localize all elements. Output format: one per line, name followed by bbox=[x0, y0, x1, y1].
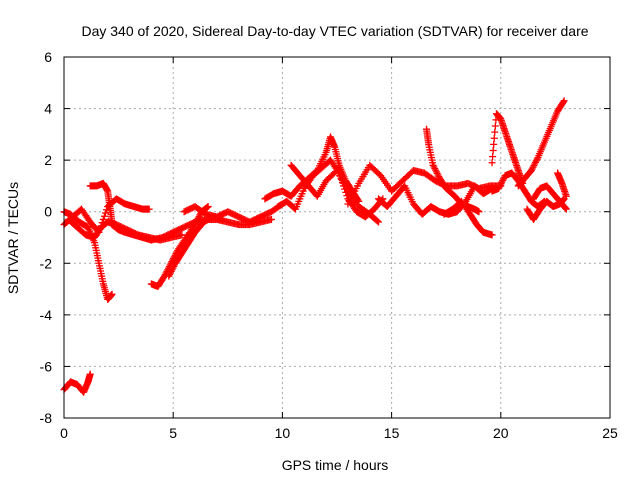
y-axis-label: SDTVAR / TECUs bbox=[5, 182, 21, 294]
data-point bbox=[491, 122, 499, 130]
data-point bbox=[145, 205, 153, 213]
data-point bbox=[194, 214, 202, 222]
data-point bbox=[531, 158, 539, 166]
y-tick-label: -8 bbox=[40, 410, 53, 426]
series-arc-7 bbox=[147, 203, 212, 290]
data-point bbox=[496, 181, 504, 189]
series-arc-15 bbox=[423, 125, 483, 216]
data-point bbox=[166, 269, 174, 277]
data-point bbox=[195, 213, 203, 221]
data-point bbox=[86, 370, 94, 378]
chart-title: Day 340 of 2020, Sidereal Day-to-day VTE… bbox=[81, 23, 588, 39]
data-point bbox=[562, 205, 570, 213]
x-tick-label: 15 bbox=[384, 425, 400, 441]
series-arc-16 bbox=[440, 197, 496, 239]
y-tick-label: 0 bbox=[44, 204, 52, 220]
data-point bbox=[178, 231, 186, 239]
data-point bbox=[204, 203, 212, 211]
data-point bbox=[267, 215, 275, 223]
y-tick-label: -2 bbox=[40, 255, 53, 271]
data-point bbox=[488, 159, 496, 167]
data-point bbox=[532, 157, 540, 165]
data-point bbox=[559, 98, 567, 106]
data-point bbox=[530, 162, 538, 170]
data-point bbox=[432, 168, 440, 176]
data-point bbox=[562, 204, 570, 212]
data-point bbox=[533, 155, 541, 163]
series-arc-19 bbox=[514, 97, 568, 190]
y-tick-label: -4 bbox=[40, 307, 53, 323]
y-tick-label: 2 bbox=[44, 152, 52, 168]
data-point bbox=[529, 163, 537, 171]
data-point bbox=[528, 165, 536, 173]
data-point bbox=[170, 263, 178, 271]
data-point bbox=[488, 231, 496, 239]
data-point bbox=[192, 219, 200, 227]
data-point bbox=[475, 208, 483, 216]
series-arc-1 bbox=[60, 370, 94, 396]
data-point bbox=[193, 216, 201, 224]
data-point bbox=[434, 171, 442, 179]
data-point bbox=[168, 266, 176, 274]
data-point bbox=[490, 140, 498, 148]
data-point bbox=[191, 221, 199, 229]
data-point bbox=[499, 176, 507, 184]
data-point bbox=[432, 166, 440, 174]
x-tick-label: 0 bbox=[60, 425, 68, 441]
data-point bbox=[489, 146, 497, 154]
data-point bbox=[433, 169, 441, 177]
data-point bbox=[166, 271, 174, 279]
y-tick-label: -6 bbox=[40, 358, 53, 374]
data-point bbox=[489, 153, 497, 161]
data-point bbox=[560, 97, 568, 105]
x-tick-label: 25 bbox=[602, 425, 618, 441]
x-tick-label: 10 bbox=[275, 425, 291, 441]
series-arc-5 bbox=[86, 179, 116, 226]
data-point bbox=[108, 290, 116, 298]
data-points bbox=[60, 97, 570, 396]
data-point bbox=[498, 178, 506, 186]
tick-labels: 0 5 10 15 20 25 -8 -6 -4 -2 0 2 4 6 bbox=[40, 49, 618, 441]
x-tick-label: 20 bbox=[493, 425, 509, 441]
data-point bbox=[562, 192, 570, 200]
series-arc-9 bbox=[180, 200, 286, 226]
plot-frame bbox=[63, 56, 611, 419]
data-point bbox=[169, 264, 177, 272]
series-arc-10 bbox=[261, 133, 363, 205]
data-point bbox=[497, 180, 505, 188]
data-point bbox=[165, 272, 173, 280]
data-point bbox=[495, 183, 503, 191]
data-point bbox=[373, 217, 381, 225]
data-point bbox=[491, 128, 499, 136]
data-point bbox=[430, 163, 438, 171]
data-point bbox=[431, 165, 439, 173]
data-point bbox=[531, 160, 539, 168]
series-arc-17 bbox=[488, 110, 527, 187]
series-arc-22 bbox=[554, 169, 570, 200]
data-point bbox=[490, 134, 498, 142]
data-point bbox=[500, 175, 508, 183]
y-tick-label: 4 bbox=[44, 101, 52, 117]
series-arc-13 bbox=[344, 161, 505, 208]
data-point bbox=[167, 267, 175, 275]
data-point bbox=[527, 166, 535, 174]
series-arc-12 bbox=[287, 161, 382, 226]
x-axis-label: GPS time / hours bbox=[282, 457, 389, 473]
data-point bbox=[429, 161, 437, 169]
data-point bbox=[100, 212, 108, 220]
x-tick-label: 5 bbox=[169, 425, 177, 441]
data-point bbox=[193, 217, 201, 225]
data-point bbox=[374, 218, 382, 226]
series-arc-21 bbox=[523, 195, 568, 223]
y-tick-label: 6 bbox=[44, 49, 52, 65]
data-point bbox=[495, 185, 503, 193]
